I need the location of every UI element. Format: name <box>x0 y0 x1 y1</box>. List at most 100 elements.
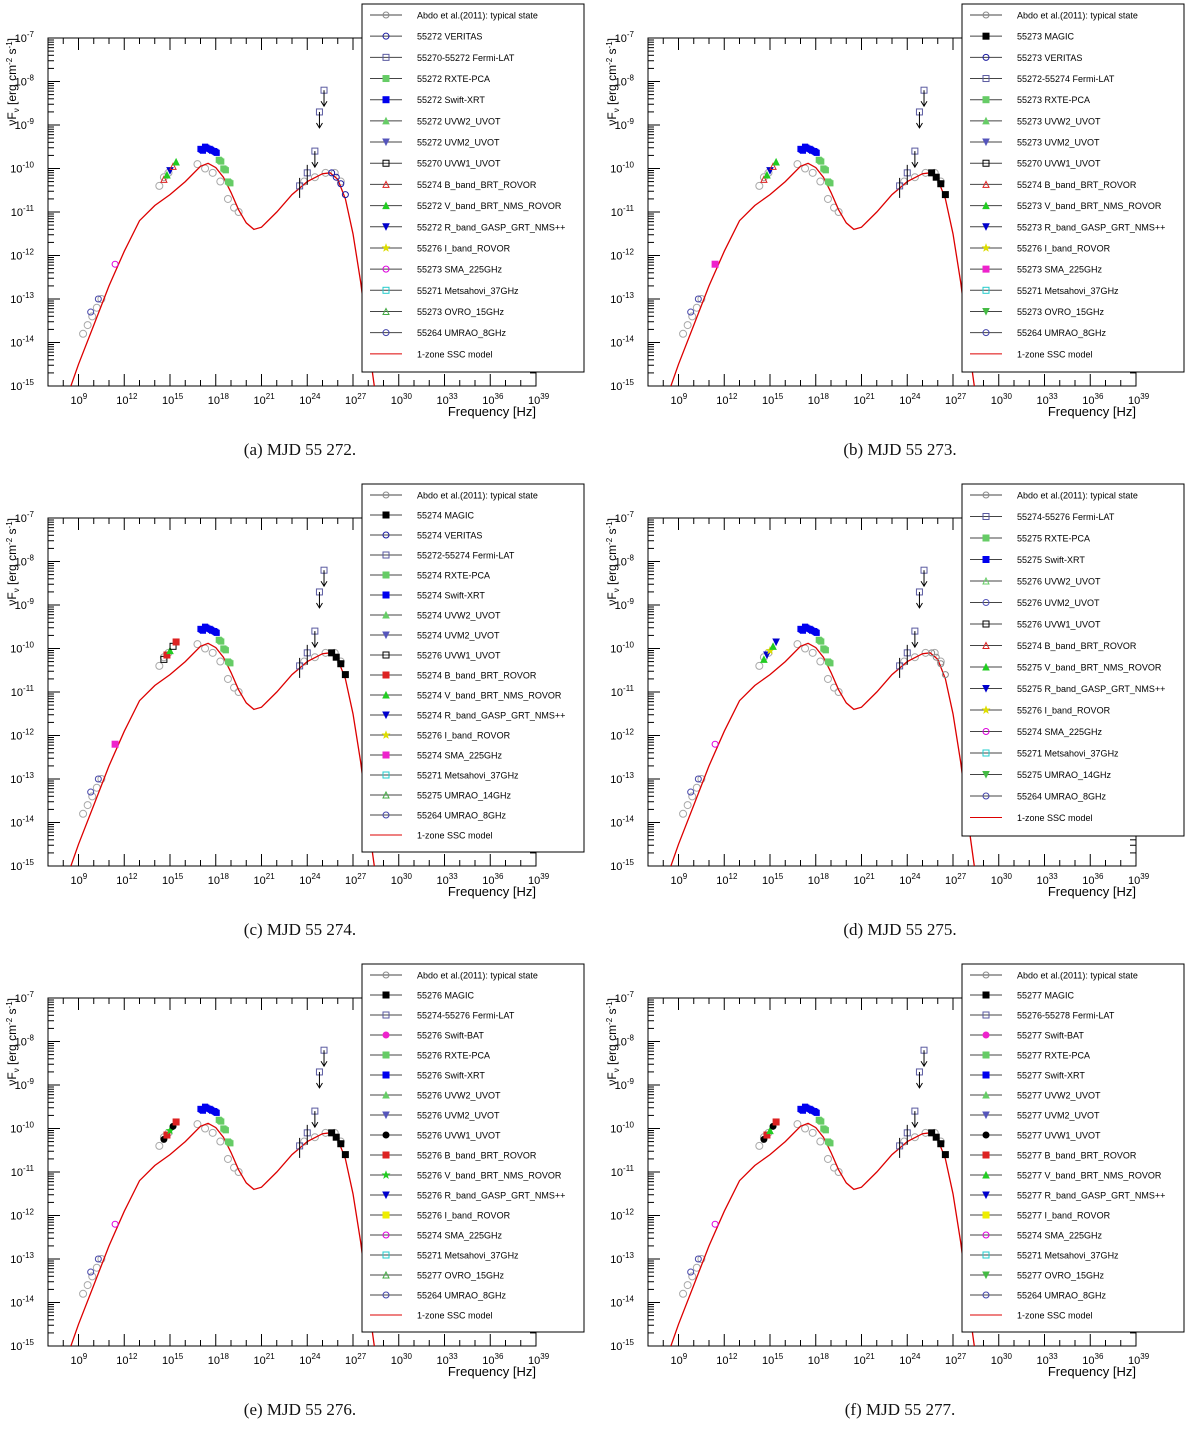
typical-state-point <box>193 160 202 169</box>
sed-chart: 10-7 10-8 10-9 10-10 10-11 10-12 10-13 10-14 10-… <box>605 3 1185 419</box>
tev-point <box>332 173 340 181</box>
legend-marker <box>982 180 990 188</box>
legend-label: 55275 V_band_BRT_NMS_ROVOR <box>1017 663 1162 673</box>
typical-state-point <box>679 329 688 338</box>
x-tick-label: 1039 <box>528 392 550 407</box>
typical-state-point <box>208 168 217 177</box>
legend-entry: 55276 I_band_ROVOR <box>370 243 511 253</box>
legend-label: 55277 MAGIC <box>1017 991 1075 1001</box>
legend-entry: 55273 RXTE-PCA <box>970 95 1090 105</box>
legend-label: 55274 SMA_225GHz <box>417 751 503 761</box>
legend-entry: 55274 V_band_BRT_NMS_ROVOR <box>370 691 562 701</box>
y-tick-label: 10-8 <box>15 74 35 89</box>
legend-marker <box>982 223 990 231</box>
legend-label: 55276 I_band_ROVOR <box>417 243 511 253</box>
legend-entry: 1-zone SSC model <box>370 831 493 841</box>
tev-point <box>337 1140 345 1148</box>
legend-marker <box>382 53 390 61</box>
x-tick-label: 1030 <box>391 392 413 407</box>
legend-label: 55276 I_band_ROVOR <box>417 1211 511 1221</box>
y-tick-label: 10-10 <box>10 161 34 176</box>
y-tick-label: 10-15 <box>610 1338 634 1353</box>
legend-entry: 55264 UMRAO_8GHz <box>970 792 1107 802</box>
typical-state-point <box>223 194 232 203</box>
y-tick-label: 10-8 <box>615 1034 635 1049</box>
legend-marker <box>382 610 390 619</box>
xray-point <box>218 1118 225 1125</box>
typical-state-point <box>697 775 706 783</box>
legend-marker <box>382 265 390 273</box>
legend-label: 55264 UMRAO_8GHz <box>1017 792 1107 802</box>
legend-entry: 55272-55274 Fermi-LAT <box>370 551 515 561</box>
tev-point <box>937 180 945 188</box>
x-tick-label: 1027 <box>945 392 967 407</box>
legend-entry: Abdo et al.(2011): typical state <box>970 11 1138 21</box>
y-tick-label: 10-9 <box>615 117 635 132</box>
typical-state-point <box>97 295 106 303</box>
radio-point <box>87 308 95 316</box>
tev-point <box>341 1151 349 1159</box>
tev-point <box>337 180 345 188</box>
legend-marker <box>382 329 390 337</box>
x-tick-label: 109 <box>671 392 688 407</box>
legend-label: 55274 RXTE-PCA <box>417 571 490 581</box>
legend-label: 55274 SMA_225GHz <box>1017 1231 1103 1241</box>
legend-marker <box>982 96 990 104</box>
legend-marker <box>382 75 390 83</box>
legend-box <box>961 483 1185 837</box>
y-tick-label: 10-8 <box>15 554 35 569</box>
x-tick-label: 1018 <box>808 1352 830 1367</box>
y-tick-label: 10-12 <box>610 1208 634 1223</box>
x-axis-label: Frequency [Hz] <box>1048 884 1136 899</box>
legend: Abdo et al.(2011): typical state 55273 MA… <box>961 3 1185 373</box>
legend-label: 55273 UVW2_UVOT <box>1017 116 1101 126</box>
legend-marker <box>982 749 990 757</box>
upper-limit-arrow-head <box>311 641 319 649</box>
x-tick-label: 1033 <box>1037 872 1059 887</box>
legend-entry: 55276 B_band_BRT_ROVOR <box>370 1151 537 1161</box>
optical-point <box>760 655 768 663</box>
typical-state-point <box>88 792 97 801</box>
optical-point <box>769 162 777 170</box>
radio-point <box>94 775 102 783</box>
y-tick-label: 10-10 <box>610 1121 634 1136</box>
legend-entry: 55275 V_band_BRT_NMS_ROVOR <box>970 663 1162 673</box>
x-axis-label: Frequency [Hz] <box>1048 1364 1136 1379</box>
y-tick-label: 10-14 <box>10 1295 34 1310</box>
xray-point <box>822 647 829 654</box>
tev-point <box>341 191 349 199</box>
typical-state-point <box>83 801 92 810</box>
typical-state-point <box>679 1289 688 1298</box>
y-axis-label: νFν [erg cm-2 s-1] <box>605 518 621 606</box>
legend-label: 55271 Metsahovi_37GHz <box>1017 286 1119 296</box>
legend-label: 55274 B_band_BRT_ROVOR <box>1017 180 1137 190</box>
legend-entry: 55274 VERITAS <box>370 531 482 541</box>
legend-label: 55277 UVM2_UVOT <box>1017 1111 1100 1121</box>
typical-state-point <box>88 312 97 321</box>
legend-marker <box>981 705 991 714</box>
optical-point <box>763 170 771 179</box>
data-layer <box>70 566 375 866</box>
radio-point <box>687 788 695 796</box>
legend-entry: 55272 Swift-XRT <box>370 95 485 105</box>
legend-marker <box>382 790 390 799</box>
legend-entry: 55271 Metsahovi_37GHz <box>370 286 519 296</box>
legend-label: 55273 VERITAS <box>1017 53 1082 63</box>
typical-state-point <box>910 173 919 182</box>
y-tick-label: 10-7 <box>615 30 635 45</box>
legend-entry: 55275 UMRAO_14GHz <box>370 791 512 801</box>
tev-point <box>332 653 340 661</box>
x-tick-label: 109 <box>671 1352 688 1367</box>
legend-label: 55276 I_band_ROVOR <box>417 731 511 741</box>
y-tick-label: 10-8 <box>615 74 635 89</box>
legend-label: Abdo et al.(2011): typical state <box>1017 491 1138 501</box>
x-tick-label: 1033 <box>1037 392 1059 407</box>
legend-label: 55273 V_band_BRT_NMS_ROVOR <box>1017 201 1162 211</box>
legend-marker <box>982 641 990 649</box>
legend-label: 55277 B_band_BRT_ROVOR <box>1017 1151 1137 1161</box>
legend-entry: Abdo et al.(2011): typical state <box>370 491 538 501</box>
xray-point <box>818 638 825 645</box>
x-tick-label: 1033 <box>437 392 459 407</box>
legend-entry: 55276 I_band_ROVOR <box>970 243 1111 253</box>
x-tick-label: 1012 <box>116 392 138 407</box>
